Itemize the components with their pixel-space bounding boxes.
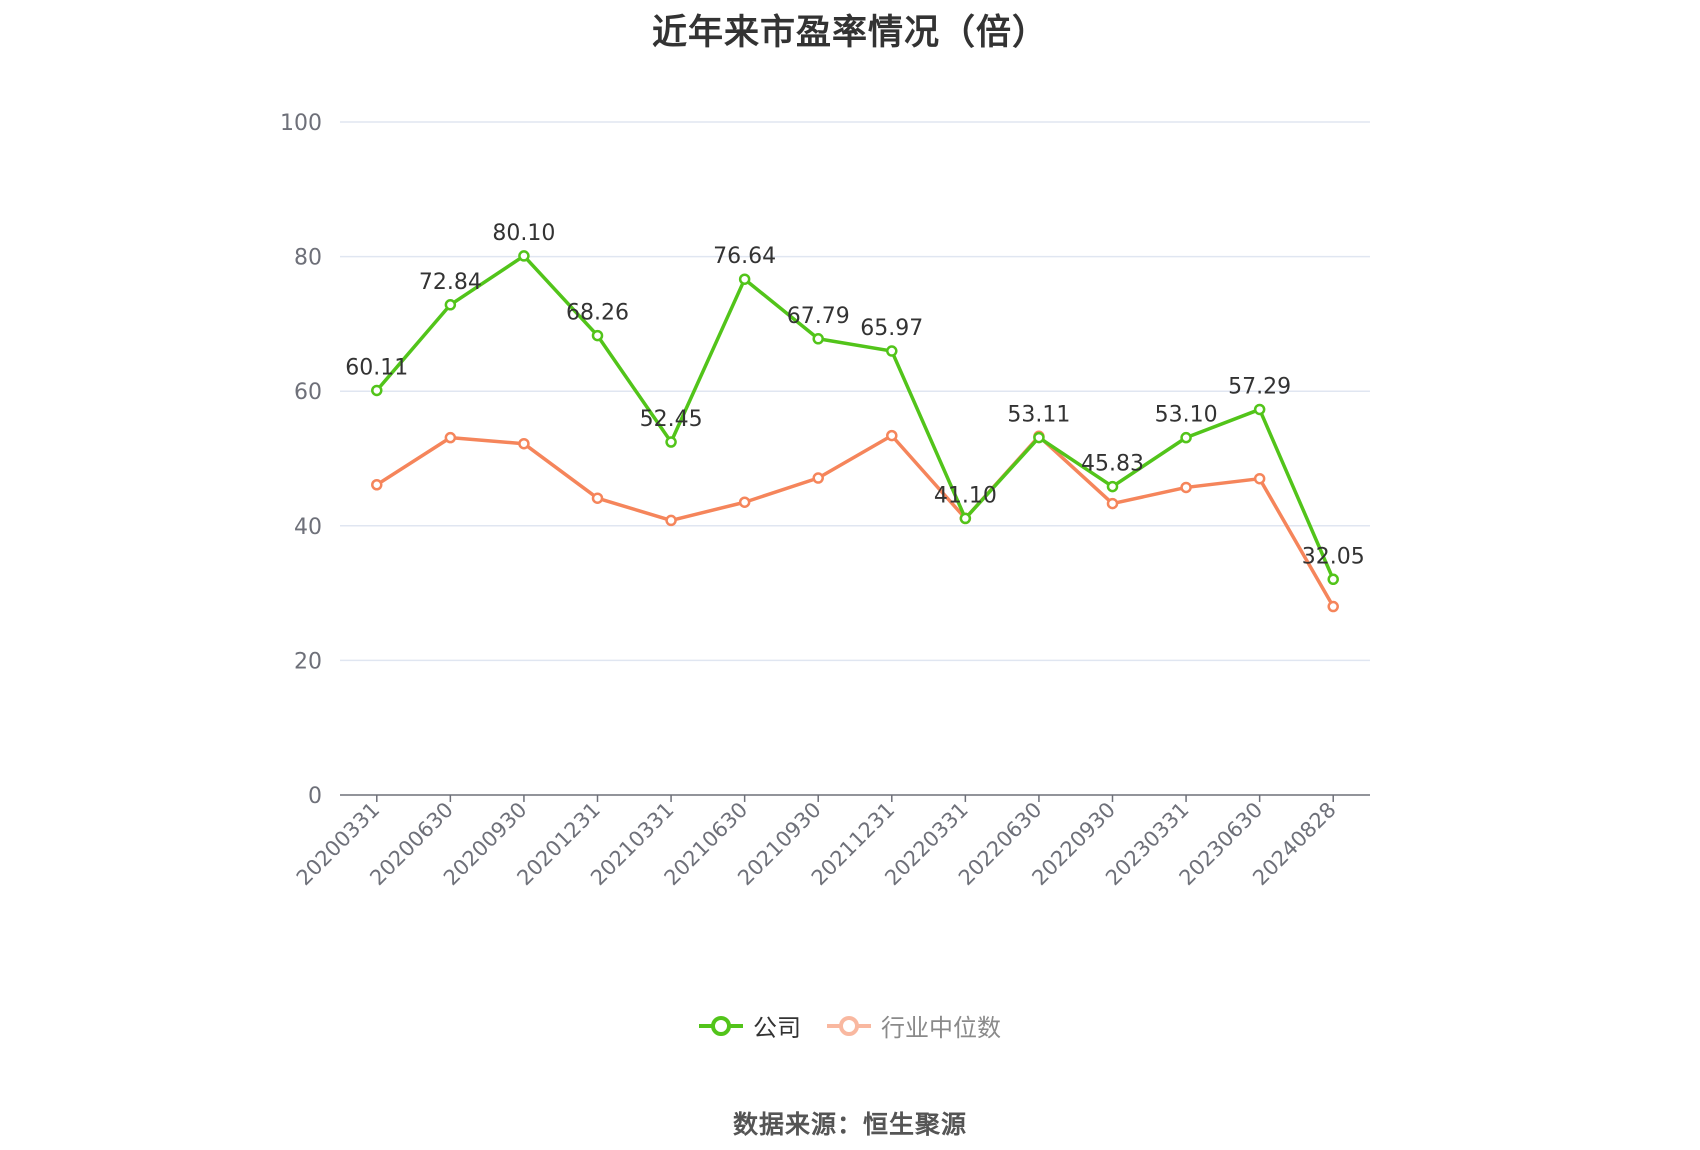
data-point-company[interactable] (444, 299, 457, 311)
data-point-industry-median[interactable] (591, 492, 604, 504)
data-point-company[interactable] (738, 273, 751, 285)
data-point-company[interactable] (959, 512, 972, 525)
data-point-company[interactable] (371, 384, 383, 397)
series-industry-median (371, 429, 1339, 613)
data-label-company: 80.10 (492, 221, 555, 246)
data-point-industry-median[interactable] (1180, 481, 1192, 494)
data-labels: 60.11 72.84 80.10 68.26 52.45 76.64 67.79 65.97… (345, 221, 1364, 569)
series-company (371, 250, 1339, 586)
data-label-company: 53.10 (1155, 403, 1218, 428)
data-point-company[interactable] (886, 345, 898, 357)
y-tick-label: 20 (294, 649, 322, 674)
data-point-industry-median[interactable] (444, 431, 457, 444)
data-label-company: 52.45 (640, 407, 703, 432)
grid-lines (340, 121, 1370, 662)
series-line-industry-median (375, 433, 1335, 608)
y-tick-label: 60 (294, 380, 322, 405)
data-label-company: 57.29 (1228, 374, 1291, 399)
y-tick-label: 80 (294, 246, 322, 271)
data-label-company: 45.83 (1081, 452, 1144, 477)
data-point-industry-median[interactable] (665, 514, 677, 527)
data-point-industry-median[interactable] (1327, 600, 1339, 613)
data-label-company: 68.26 (566, 301, 629, 326)
legend-marker-industry-icon (827, 1015, 871, 1036)
legend: 公司 行业中位数 (0, 1008, 1700, 1043)
data-label-company: 53.11 (1007, 403, 1070, 428)
source-note: 数据来源：恒生聚源 (732, 1110, 967, 1139)
legend-label-industry-median: 行业中位数 (881, 1014, 1001, 1042)
y-tick-label: 40 (294, 515, 322, 540)
data-label-company: 67.79 (787, 304, 850, 329)
y-tick-label: 0 (308, 784, 322, 809)
data-point-industry-median[interactable] (1253, 472, 1266, 485)
data-point-industry-median[interactable] (812, 472, 824, 484)
legend-marker-company-icon (699, 1015, 743, 1036)
data-label-company: 41.10 (934, 483, 997, 508)
data-label-company: 76.64 (713, 244, 776, 269)
data-label-company: 32.05 (1302, 544, 1365, 569)
data-point-company[interactable] (1253, 403, 1266, 416)
legend-item-company[interactable]: 公司 (699, 1008, 801, 1043)
legend-item-industry-median[interactable]: 行业中位数 (827, 1008, 1001, 1043)
chart-title: 近年来市盈率情况（倍） (651, 13, 1048, 53)
data-point-company[interactable] (518, 250, 530, 262)
axes: 0204060801002020033120200630202009302020… (280, 111, 1370, 890)
data-label-company: 72.84 (419, 270, 482, 295)
data-point-industry-median[interactable] (886, 429, 898, 442)
series-line-company (375, 254, 1335, 580)
data-point-company[interactable] (1180, 431, 1192, 444)
data-point-company[interactable] (812, 333, 824, 345)
data-point-industry-median[interactable] (1106, 497, 1119, 510)
legend-label-company: 公司 (753, 1014, 801, 1042)
data-point-company[interactable] (1327, 573, 1339, 586)
data-point-industry-median[interactable] (518, 437, 530, 450)
data-point-company[interactable] (1106, 480, 1119, 493)
y-tick-label: 100 (280, 111, 322, 136)
data-point-industry-median[interactable] (738, 496, 751, 508)
data-point-industry-median[interactable] (371, 478, 383, 491)
data-label-company: 65.97 (860, 316, 923, 341)
data-point-company[interactable] (591, 329, 604, 342)
series-layer (371, 250, 1339, 613)
data-point-company[interactable] (665, 436, 677, 448)
data-point-company[interactable] (1033, 431, 1045, 444)
data-label-company: 60.11 (345, 355, 408, 380)
